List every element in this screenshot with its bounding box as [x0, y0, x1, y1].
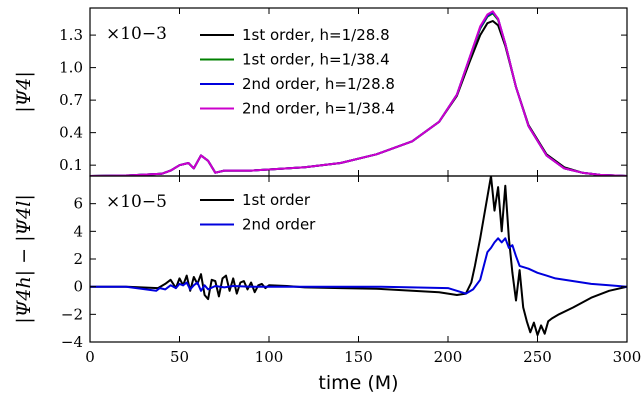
top-legend-entry: 1st order, h=1/38.4	[242, 51, 390, 69]
bottom-series-group	[90, 176, 627, 337]
bottom-ticks: −4 −2 0 2 4 6 0 50 100 150 200 250 300	[61, 176, 641, 366]
top-panel: 0.1 0.4 0.7 1.0 1.3 ×10−3 1st order, h=1/28.…	[13, 7, 628, 177]
top-legend: 1st order, h=1/28.8 1st order, h=1/38.4 2n…	[200, 26, 395, 118]
top-legend-entry: 2nd order, h=1/38.4	[242, 100, 395, 118]
bot-ytick-label: 4	[73, 222, 83, 240]
bottom-y-axis-label: |Ψ4h| − |Ψ4l|	[13, 194, 35, 323]
xtick-label: 100	[255, 348, 284, 366]
xtick-label: 200	[434, 348, 463, 366]
bottom-multiplier-label: ×10−5	[106, 192, 167, 212]
top-multiplier-label: ×10−3	[106, 24, 167, 44]
bottom-plot-frame	[89, 175, 628, 343]
bot-series-line-0	[90, 176, 627, 337]
top-ytick-label: 0.4	[59, 124, 83, 142]
bot-ytick-label: 2	[73, 250, 83, 268]
top-ytick-label: 0.7	[59, 91, 83, 109]
bot-legend-entry: 2nd order	[242, 216, 316, 234]
top-series-group	[90, 10, 627, 176]
top-ytick-label: 1.3	[59, 26, 83, 44]
bot-ytick-label: −4	[61, 333, 83, 351]
xtick-label: 250	[523, 348, 552, 366]
top-ytick-label: 0.1	[59, 156, 83, 174]
xtick-label: 300	[613, 348, 642, 366]
bottom-panel: −4 −2 0 2 4 6 0 50 100 150 200 250 300 ×10−5 1st ord…	[13, 175, 641, 394]
top-y-axis-label: |Ψ4|	[13, 71, 35, 113]
top-series-line-0	[90, 20, 627, 176]
top-legend-entry: 1st order, h=1/28.8	[242, 26, 390, 44]
top-ytick-label: 1.0	[59, 59, 83, 77]
xtick-label: 50	[170, 348, 189, 366]
bottom-legend: 1st order 2nd order	[200, 191, 316, 234]
bot-series-line-1	[90, 237, 627, 295]
bot-ytick-label: 6	[73, 195, 83, 213]
top-legend-entry: 2nd order, h=1/28.8	[242, 75, 395, 93]
bot-legend-entry: 1st order	[242, 191, 311, 209]
top-ticks: 0.1 0.4 0.7 1.0 1.3	[59, 8, 628, 176]
xtick-label: 150	[344, 348, 373, 366]
x-axis-label: time (M)	[318, 372, 398, 394]
xtick-label: 0	[85, 348, 95, 366]
bot-ytick-label: −2	[61, 305, 83, 323]
top-series-line-3	[90, 10, 627, 176]
bot-ytick-label: 0	[73, 278, 83, 296]
